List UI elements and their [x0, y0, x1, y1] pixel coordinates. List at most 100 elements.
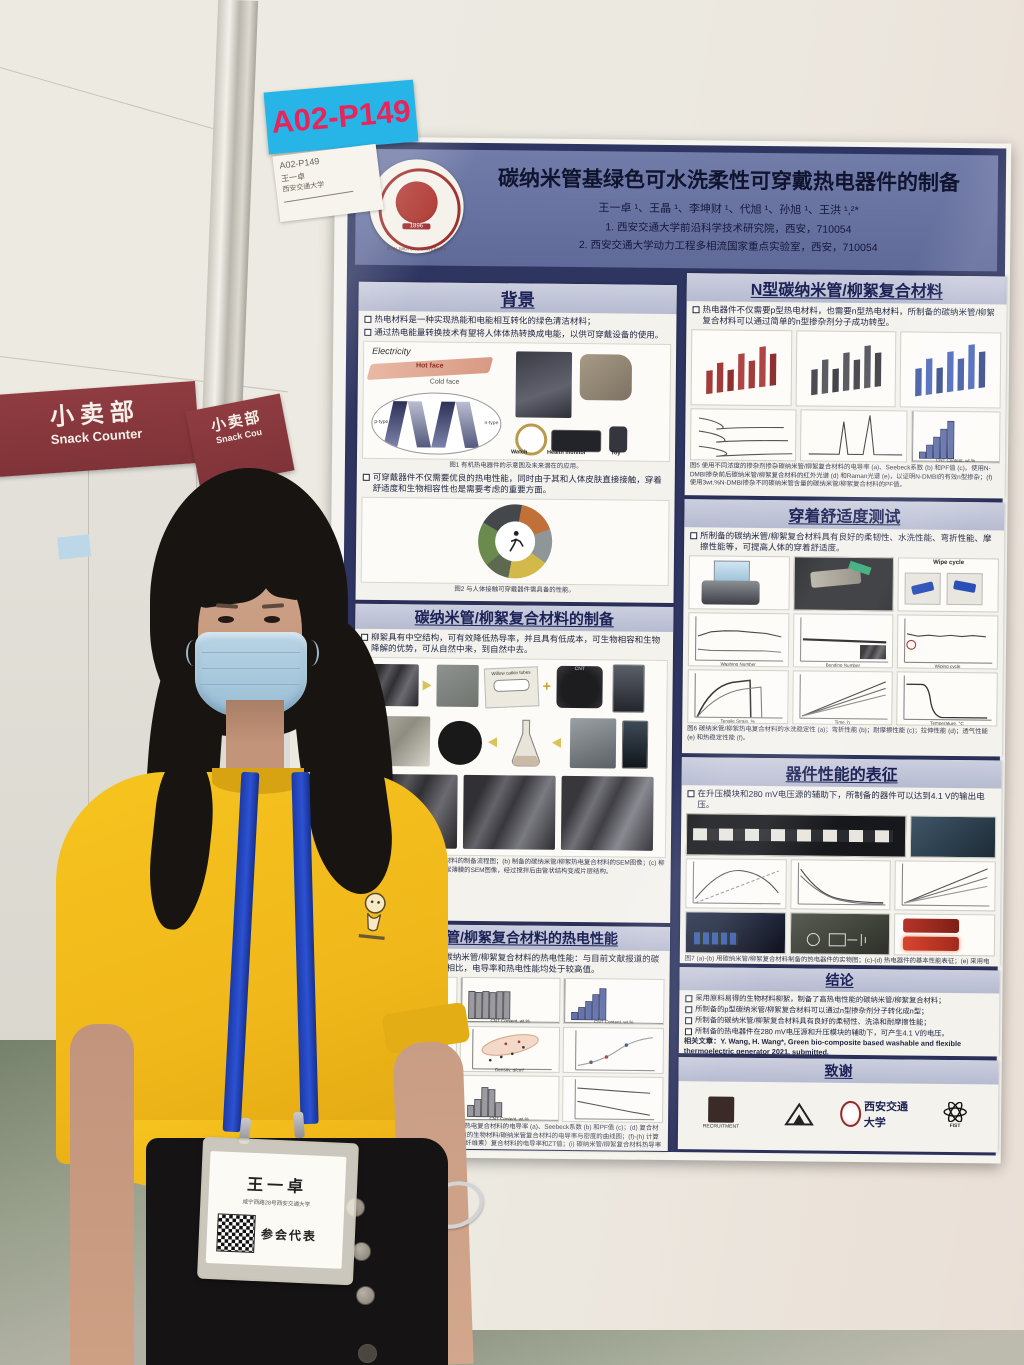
- fig3-arrow: [551, 737, 562, 748]
- fig1-leg: [407, 401, 431, 448]
- mask-ear-loop-left: [186, 640, 202, 666]
- fig4-axis-h: CNT Content, wt.%: [489, 1116, 529, 1122]
- section-background: 背景 热电材料是一种实现热能和电能相互转化的绿色清洁材料； 通过热电能量转换技术…: [355, 281, 677, 604]
- fig1-watch-label: Watch: [511, 449, 528, 456]
- fig4-chart-c: CNT Content, wt.%: [563, 977, 665, 1025]
- fig5-pf-bars: CNT Content, wt.%: [910, 410, 1001, 464]
- ntype-bullet-1: 热电器件不仅需要p型热电材料，也需要n型热电材料，所制备的碳纳米管/柳絮复合材料…: [691, 304, 1001, 330]
- background-bullet-1: 热电材料是一种实现热能和电能相互转化的绿色清洁材料；: [363, 314, 671, 329]
- xjtu-seal-icon: [840, 1100, 862, 1128]
- figure-7-top-row: [685, 813, 997, 859]
- mountain-logo-icon: [784, 1102, 814, 1126]
- badge-qr-code: [216, 1213, 256, 1253]
- fig4-lines-i: [574, 1079, 655, 1121]
- fig4-chart-e: Density, g/cm³: [459, 1025, 561, 1073]
- section-device-heading: 器件性能的表征: [681, 757, 1002, 789]
- fig7-setup-photo: [789, 912, 891, 956]
- fig2-donut: [477, 503, 553, 579]
- fig1-tec-legs: p-type n-type: [371, 391, 502, 456]
- fig1-leg: [431, 401, 456, 448]
- mask-fold-line: [200, 684, 300, 685]
- fig7-module-photo: [684, 911, 786, 955]
- comfort-bullet-1: 所制备的碳纳米管/柳絮复合材料具有良好的柔韧性、水洗性能、弯折性能、摩擦性能等，…: [689, 530, 999, 556]
- fig1-electricity-label: Electricity: [372, 345, 411, 357]
- fig7-voltage-chart: [894, 860, 996, 912]
- person-eye-left: [218, 616, 234, 623]
- fig6-blue-wiper: [911, 581, 935, 596]
- ack-logo-xjtu: 西安交通大学: [840, 1098, 914, 1131]
- figure-6-charts-row-2: Tensile Strain, % Time, h Temperature, °…: [687, 669, 998, 727]
- fig5-ftir-lines: [698, 417, 793, 457]
- fig7-power-chart: [789, 859, 892, 911]
- fig7-device-photo-2: [909, 815, 997, 859]
- figure-7-photo-row: [684, 911, 996, 957]
- wall-seam: [0, 67, 220, 131]
- ack-logo-fist: FIST: [918, 1101, 992, 1129]
- section-ntype-heading: N型碳纳米管/柳絮复合材料: [686, 273, 1007, 305]
- section-ack-heading: 致谢: [678, 1057, 999, 1085]
- fig6-axis-temp: Temperature, °C: [930, 720, 964, 727]
- mask-fold-line: [202, 668, 300, 669]
- figure-6-photo-row: Wipe cycle: [688, 555, 999, 613]
- fig6-axis-time: Time, h: [834, 719, 850, 725]
- figure-6-charts-row-1: Washing Number Bending Number Wiping cyc…: [687, 612, 999, 670]
- poster: 1896 XI'AN JIAOTONG UNIVERSITY 碳纳米管基绿色可水…: [337, 141, 1007, 1156]
- figure-5-3d-row: [690, 329, 1002, 409]
- fig6-washing-photo: [688, 555, 790, 611]
- fig5-3d-blue-bars: [915, 344, 986, 397]
- xjtu-logo-text: XI'AN JIAOTONG UNIVERSITY: [386, 246, 446, 252]
- section-preparation-heading: 碳纳米管/柳絮复合材料的制备: [355, 603, 674, 633]
- fig6-bend-chart: Bending Number: [792, 613, 894, 669]
- recruitment-logo-icon: [708, 1095, 735, 1123]
- section-comfort: 穿着舒适度测试 所制备的碳纳米管/柳絮复合材料具有良好的柔韧性、水洗性能、弯折性…: [681, 499, 1005, 757]
- skirt-button: [358, 1344, 377, 1363]
- fig3-cnt-powder-photo: CNT: [556, 665, 603, 709]
- figure-4-grid: CNT Content, wt.% CNT Content, wt.% CNT …: [355, 975, 665, 1123]
- fig6-axis-wipe: Wiping cycle: [934, 663, 961, 670]
- section-conclusion: 结论 采用原料易得的生物材料柳絮，制备了高热电性能的碳纳米管/柳絮复合材料； 所…: [678, 967, 1000, 1057]
- fig6-bending-photo: [793, 556, 895, 612]
- fig7-led-photo: [894, 913, 996, 957]
- fig3-mixing-photo: [569, 717, 617, 769]
- poster-header: 1896 XI'AN JIAOTONG UNIVERSITY 碳纳米管基绿色可水…: [355, 148, 999, 272]
- mask-fold-line: [202, 652, 300, 653]
- ack-logo-row: RECRUITMENT 西安交通大学: [678, 1081, 999, 1146]
- fig5-3d-gray-bars: [810, 345, 882, 396]
- badge-card: 王一卓 咸宁西路28号西安交通大学 参会代表: [205, 1151, 347, 1269]
- section-preparation: 碳纳米管/柳絮复合材料的制备 柳絮具有中空结构，可有效降低热导率，并且具有低成本…: [352, 603, 674, 924]
- fig6-wipe-photo: Wipe cycle: [897, 557, 999, 613]
- xjtu-calligraphy-label: 西安交通大学: [863, 1101, 909, 1130]
- fig7-led-board-off: [903, 918, 960, 934]
- fig6-blue-wiper: [953, 580, 977, 593]
- fig1-toy-label: Toy: [611, 450, 621, 457]
- fig1-ptype-label: p-type: [374, 418, 389, 425]
- fig3-cnt-label: CNT: [574, 665, 585, 673]
- fig4-curve-f: [575, 1030, 656, 1072]
- fig4-axis-e: Density, g/cm³: [495, 1067, 525, 1073]
- snack-counter-sign: 小卖部 Snack Counter: [0, 380, 201, 478]
- fist-logo-icon: [943, 1101, 967, 1122]
- fig7-device-legs: [693, 828, 894, 843]
- person-neck: [226, 700, 284, 774]
- fig5-3d-red: [690, 329, 793, 407]
- background-bullet-2: 通过热电能量转换技术有望将人体体热转换成电能，以供可穿戴设备的使用。: [363, 327, 671, 342]
- fig4-axis-b: CNT Content, wt.%: [490, 1018, 530, 1024]
- fig2-donut-center: [494, 520, 536, 562]
- fig6-wipe-frame-1: [904, 572, 942, 605]
- section-comfort-heading: 穿着舒适度测试: [684, 499, 1005, 531]
- background-bullet-3: 可穿戴器件不仅需要优良的热电性能，同时由于其和人体皮肤直接接触，穿着舒适度和生物…: [362, 471, 670, 497]
- person-right-forearm: [70, 1024, 134, 1365]
- section-conclusion-heading: 结论: [679, 967, 1000, 994]
- fig6-breathability-chart: Time, h: [791, 670, 894, 726]
- section-device: 器件性能的表征 在升压模块和280 mV电压源的辅助下，所制备的器件可以达到4.…: [679, 757, 1002, 967]
- fig3-willow-tube-diagram: Willow catkin tubes: [483, 666, 540, 709]
- fig3-willow-label: Willow catkin tubes: [491, 669, 531, 677]
- fig1-hot-face-label: Hot face: [415, 362, 444, 370]
- section-performance: 碳纳米管/柳絮复合材料的热电性能 不同碳纳米管含量的碳纳米管/柳絮复合材料的热电…: [349, 923, 671, 1152]
- device-bullet-1: 在升压模块和280 mV电压源的辅助下，所制备的器件可以达到4.1 V的输出电压…: [686, 788, 996, 814]
- fig3-dispersion-vial: [612, 664, 645, 713]
- fig3-sem-d: [560, 775, 654, 851]
- fig6-axis-strain: Tensile Strain, %: [720, 718, 755, 724]
- fig5-3d-blue: [899, 331, 1002, 409]
- fig4-chart-b: CNT Content, wt.%: [459, 976, 561, 1024]
